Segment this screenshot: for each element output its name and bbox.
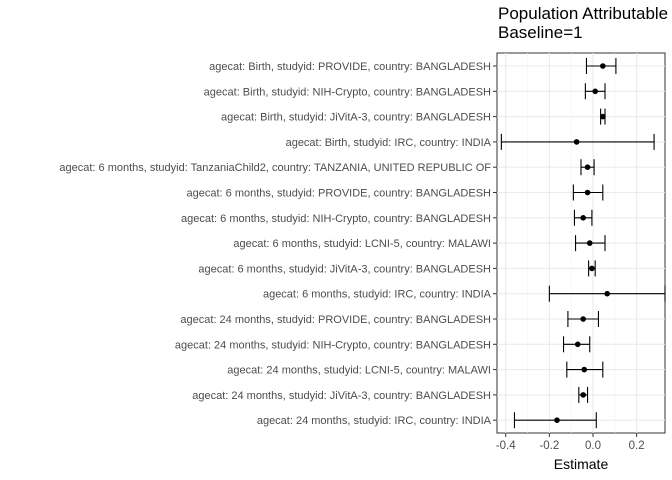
y-tick-label: agecat: Birth, studyid: IRC, country: IN…	[286, 137, 492, 149]
estimate-point	[574, 341, 581, 348]
y-tick-label: agecat: 6 months, studyid: JiVitA-3, cou…	[198, 263, 491, 275]
y-tick-label: agecat: 6 months, studyid: LCNI-5, count…	[233, 238, 491, 250]
estimate-point	[580, 215, 586, 221]
y-tick-label: agecat: 6 months, studyid: IRC, country:…	[263, 289, 492, 301]
y-tick-label: agecat: 24 months, studyid: JiVitA-3, co…	[192, 390, 491, 402]
y-tick-label: agecat: Birth, studyid: PROVIDE, country…	[209, 61, 491, 73]
y-tick-label: agecat: 6 months, studyid: TanzaniaChild…	[59, 162, 491, 174]
estimate-point	[600, 113, 606, 120]
estimate-point	[584, 164, 591, 170]
estimate-point	[589, 265, 595, 272]
estimate-point	[586, 240, 593, 246]
y-tick-label: agecat: Birth, studyid: NIH-Crypto, coun…	[204, 86, 491, 98]
estimate-point	[554, 417, 560, 424]
estimate-point	[604, 290, 610, 297]
y-tick-label: agecat: Birth, studyid: JiVitA-3, countr…	[221, 112, 491, 124]
estimate-point	[573, 139, 580, 145]
estimate-point	[581, 366, 588, 373]
x-tick-label: 0.2	[629, 440, 645, 452]
x-tick-label: 0.0	[585, 440, 601, 452]
y-tick-label: agecat: 6 months, studyid: NIH-Crypto, c…	[181, 213, 491, 225]
x-tick-label: -0.2	[539, 440, 559, 452]
estimate-point	[580, 392, 586, 398]
estimate-point	[600, 63, 606, 69]
chart-title-line-2: Baseline=1	[498, 23, 583, 42]
x-axis-title: Estimate	[554, 456, 609, 472]
marks-layer	[500, 58, 666, 429]
axis-layer: -0.4 -0.2 0.0 0.2 agecat: Birth, studyid: PR…	[59, 61, 644, 452]
estimate-point	[592, 88, 598, 95]
y-tick-label: agecat: 24 months, studyid: LCNI-5, coun…	[227, 365, 491, 377]
chart-title-line-1: Population Attributable	[498, 4, 669, 23]
y-tick-label: agecat: 24 months, studyid: PROVIDE, cou…	[180, 314, 491, 326]
y-tick-label: agecat: 6 months, studyid: PROVIDE, coun…	[187, 188, 492, 200]
estimate-point	[580, 316, 586, 322]
x-tick-label: -0.4	[496, 440, 516, 452]
y-tick-label: agecat: 24 months, studyid: IRC, country…	[257, 415, 492, 427]
estimate-point	[584, 189, 591, 196]
y-tick-label: agecat: 24 months, studyid: NIH-Crypto, …	[175, 339, 491, 351]
